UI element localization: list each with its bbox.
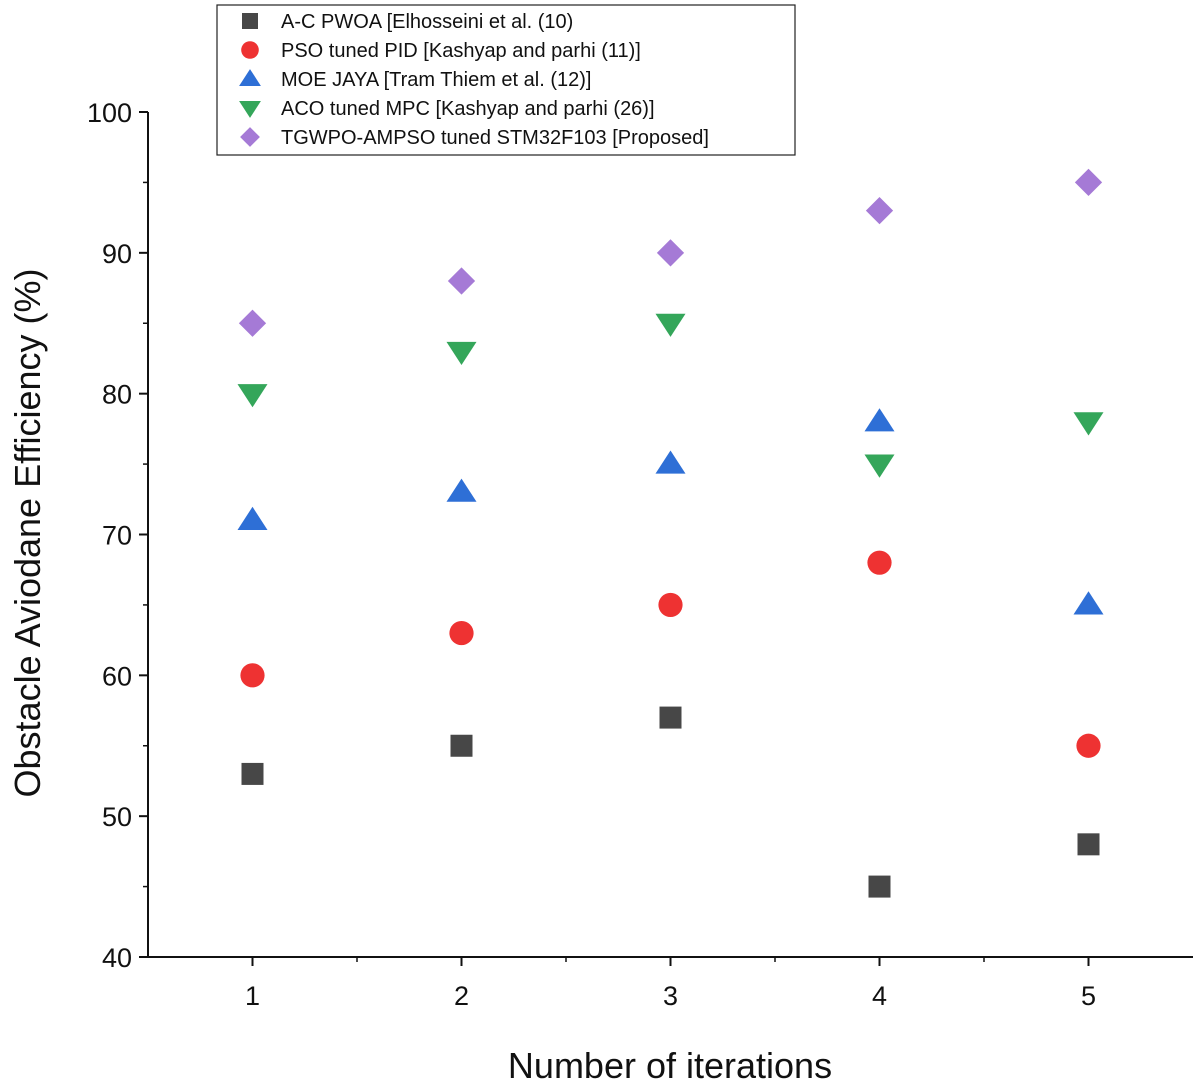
y-tick-label: 100 bbox=[87, 98, 132, 128]
data-point-triangle-up bbox=[237, 506, 268, 530]
x-tick-label: 1 bbox=[245, 981, 260, 1011]
y-tick-label: 70 bbox=[102, 521, 132, 551]
axes bbox=[147, 112, 1193, 958]
data-point-circle bbox=[867, 550, 892, 575]
data-point-circle bbox=[1076, 733, 1101, 758]
legend-entry-label: MOE JAYA [Tram Thiem et al. (12)] bbox=[281, 69, 591, 91]
data-point-square bbox=[450, 734, 473, 757]
data-point-triangle-down bbox=[1073, 412, 1104, 436]
y-tick-label: 90 bbox=[102, 239, 132, 269]
data-point-diamond bbox=[1074, 168, 1103, 197]
data-point-circle bbox=[658, 592, 683, 618]
data-point-circle bbox=[240, 663, 265, 688]
data-point-triangle-up bbox=[1073, 591, 1104, 615]
data-point-diamond bbox=[447, 267, 476, 295]
data-point-triangle-up bbox=[864, 408, 895, 432]
y-axis-ticks: 40 50 60 70 80 90 100 bbox=[87, 98, 148, 973]
data-point-triangle-down bbox=[237, 384, 268, 408]
data-point-diamond bbox=[238, 309, 267, 337]
x-tick-label: 4 bbox=[872, 981, 887, 1011]
x-tick-label: 2 bbox=[454, 981, 469, 1011]
y-tick-label: 80 bbox=[102, 380, 132, 410]
data-point-diamond bbox=[656, 239, 685, 267]
data-point-square bbox=[659, 706, 682, 729]
x-tick-label: 5 bbox=[1081, 981, 1096, 1011]
data-point-square bbox=[241, 762, 264, 785]
data-point-triangle-down bbox=[655, 313, 686, 337]
legend-box bbox=[216, 4, 796, 156]
legend: A-C PWOA [Elhosseini et al. (10) PSO tune… bbox=[216, 4, 796, 156]
legend-marker-triangle-down bbox=[239, 101, 261, 118]
legend-marker-square bbox=[242, 13, 258, 29]
data-point-square bbox=[1077, 833, 1100, 856]
data-points bbox=[237, 168, 1104, 898]
legend-entry-label: PSO tuned PID [Kashyap and parhi (11)] bbox=[281, 40, 641, 62]
y-tick-label: 40 bbox=[102, 943, 132, 973]
legend-marker-diamond bbox=[240, 127, 260, 147]
legend-entry-label: ACO tuned MPC [Kashyap and parhi (26)] bbox=[281, 98, 655, 120]
data-point-triangle-down bbox=[864, 454, 895, 478]
x-tick-label: 3 bbox=[663, 981, 678, 1011]
legend-entry-label: TGWPO-AMPSO tuned STM32F103 [Proposed] bbox=[281, 127, 709, 149]
data-point-square bbox=[868, 875, 891, 898]
legend-marker-triangle-up bbox=[239, 69, 261, 86]
legend-entry-label: A-C PWOA [Elhosseini et al. (10) bbox=[281, 11, 573, 33]
data-point-circle bbox=[449, 620, 474, 646]
y-tick-label: 50 bbox=[102, 802, 132, 832]
x-axis-ticks: 1 2 3 4 5 bbox=[245, 957, 1096, 1011]
y-tick-label: 60 bbox=[102, 661, 132, 691]
data-point-triangle-up bbox=[446, 478, 477, 502]
legend-marker-circle bbox=[241, 41, 259, 59]
y-axis-title: Obstacle Aviodane Efficiency (%) bbox=[7, 269, 48, 798]
data-point-triangle-down bbox=[446, 341, 477, 366]
data-point-diamond bbox=[865, 196, 894, 225]
data-point-triangle-up bbox=[655, 450, 686, 474]
x-axis-title: Number of iterations bbox=[508, 1045, 832, 1085]
